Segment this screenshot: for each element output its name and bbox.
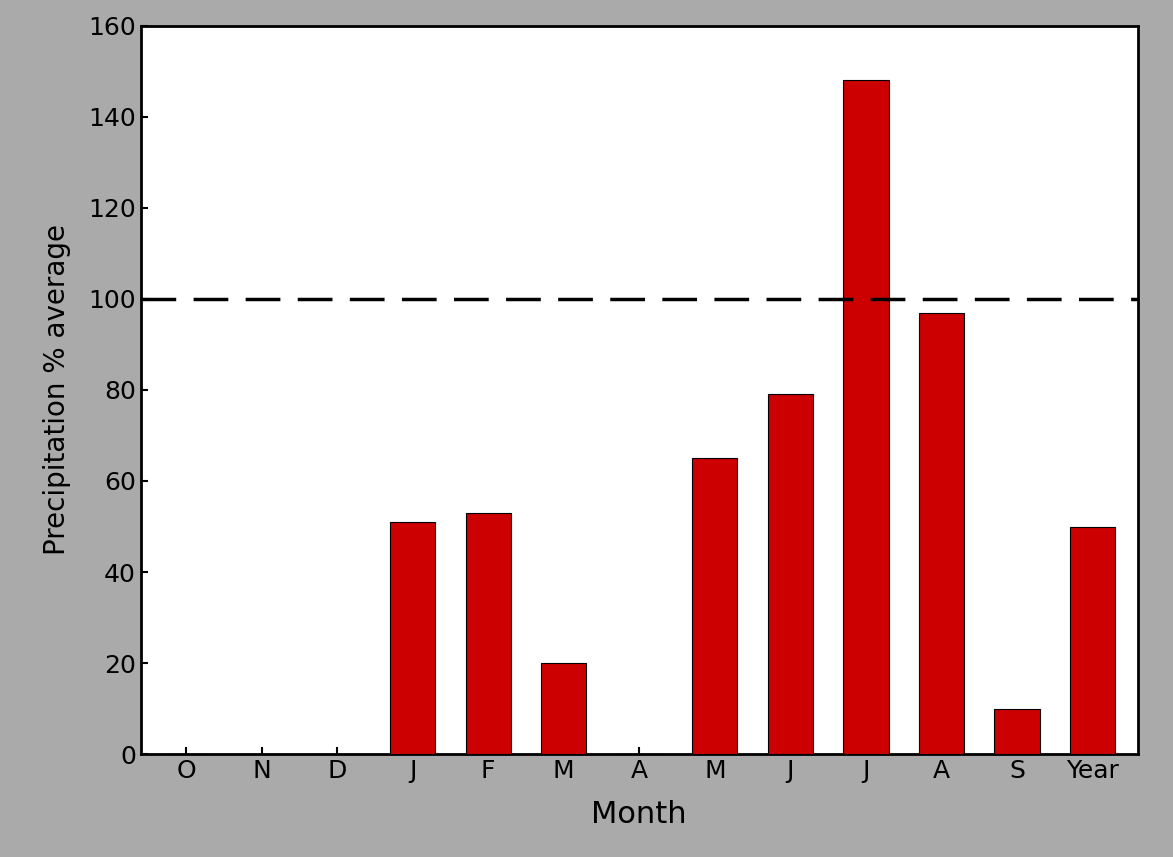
Bar [843, 81, 888, 754]
Bar [918, 313, 964, 754]
Bar [995, 709, 1039, 754]
Y-axis label: Precipitation % average: Precipitation % average [43, 225, 72, 555]
Bar [692, 458, 738, 754]
X-axis label: Month: Month [591, 800, 687, 829]
Bar [389, 522, 435, 754]
Bar [767, 394, 813, 754]
Bar [466, 512, 511, 754]
Bar [1070, 526, 1116, 754]
Bar [541, 663, 586, 754]
